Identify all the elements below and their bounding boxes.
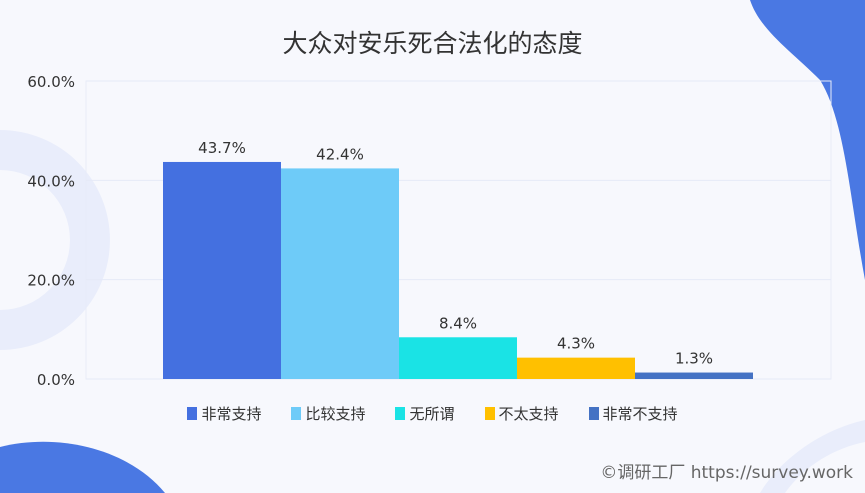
legend-swatch — [291, 407, 302, 420]
data-label: 1.3% — [675, 350, 713, 368]
data-label: 8.4% — [439, 314, 477, 332]
legend-item[interactable]: 无所谓 — [395, 403, 455, 424]
y-tick-label: 20.0% — [27, 272, 75, 290]
legend-swatch — [588, 407, 599, 420]
legend-label: 非常不支持 — [602, 405, 678, 423]
y-tick-label: 60.0% — [27, 73, 75, 91]
y-tick-label: 0.0% — [37, 371, 75, 389]
bottom-right-ring — [760, 420, 865, 493]
bottom-left-blob — [0, 441, 165, 493]
legend-item[interactable]: 比较支持 — [291, 403, 365, 424]
legend-label: 非常支持 — [201, 405, 262, 423]
legend-label: 无所谓 — [409, 405, 455, 423]
legend-swatch — [395, 407, 406, 420]
data-label: 42.4% — [316, 145, 364, 163]
legend-label: 不太支持 — [498, 405, 559, 423]
bar-2 — [281, 168, 399, 379]
legend-swatch — [484, 407, 495, 420]
data-label: 4.3% — [557, 335, 595, 353]
legend-label: 比较支持 — [305, 405, 366, 423]
footer-watermark: ©调研工厂 https://survey.work — [600, 463, 853, 483]
bar-3 — [399, 337, 517, 379]
legend-item[interactable]: 不太支持 — [484, 403, 559, 424]
legend-swatch — [187, 407, 198, 420]
bar-4 — [517, 357, 635, 379]
y-tick-label: 40.0% — [27, 172, 75, 190]
legend: 非常支持 比较支持 无所谓 不太支持 非常不支持 — [0, 403, 865, 424]
bar-1 — [163, 161, 281, 379]
data-label: 43.7% — [198, 139, 246, 157]
legend-item[interactable]: 非常不支持 — [588, 403, 678, 424]
bar-5 — [635, 372, 753, 379]
chart-title: 大众对安乐死合法化的态度 — [282, 29, 583, 58]
legend-item[interactable]: 非常支持 — [187, 403, 261, 424]
left-ring — [0, 130, 110, 350]
top-right-blob — [750, 0, 865, 280]
